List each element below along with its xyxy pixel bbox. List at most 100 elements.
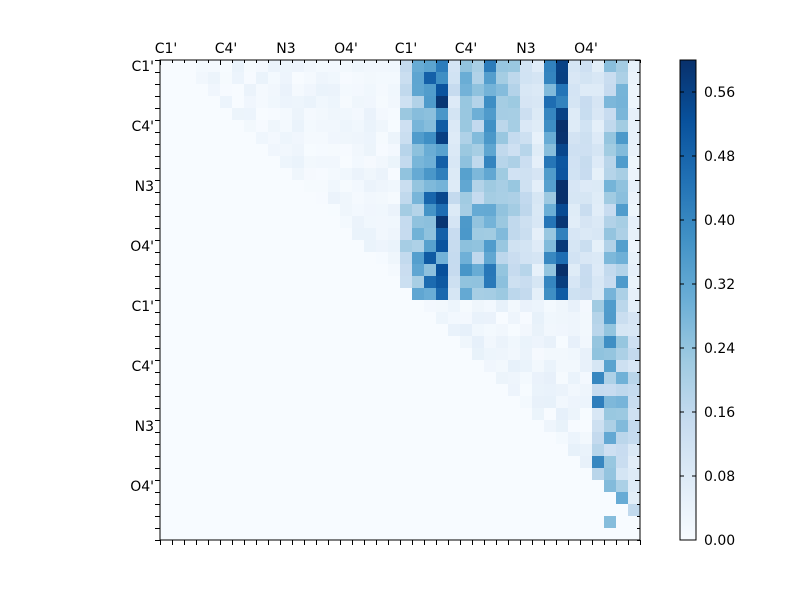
heatmap-cell <box>196 312 209 325</box>
heatmap-cell <box>244 384 257 397</box>
heatmap-cell <box>556 408 569 421</box>
heatmap-cell <box>280 96 293 109</box>
heatmap-cell <box>628 288 641 301</box>
heatmap-cell <box>160 84 173 97</box>
heatmap-cell <box>520 168 533 181</box>
heatmap-cell <box>292 108 305 121</box>
heatmap-cell <box>436 120 449 133</box>
heatmap-cell <box>280 204 293 217</box>
heatmap-cell <box>496 180 509 193</box>
heatmap-cell <box>580 396 593 409</box>
heatmap-cell <box>220 348 233 361</box>
heatmap-cell <box>316 456 329 469</box>
heatmap-cell <box>484 180 497 193</box>
heatmap-cell <box>544 456 557 469</box>
heatmap-cell <box>340 420 353 433</box>
heatmap-cell <box>232 444 245 457</box>
heatmap-cell <box>376 312 389 325</box>
heatmap-cell <box>556 432 569 445</box>
heatmap-cell <box>388 504 401 517</box>
heatmap-cell <box>628 348 641 361</box>
heatmap-cell <box>280 60 293 73</box>
heatmap-cell <box>532 216 545 229</box>
heatmap-cell <box>244 60 257 73</box>
heatmap-cell <box>496 480 509 493</box>
heatmap-cell <box>592 60 605 73</box>
heatmap-cell <box>160 504 173 517</box>
heatmap-cell <box>616 144 629 157</box>
heatmap-cell <box>556 72 569 85</box>
heatmap-cell <box>424 96 437 109</box>
heatmap-cell <box>340 396 353 409</box>
heatmap-cell <box>376 192 389 205</box>
heatmap-cell <box>412 468 425 481</box>
heatmap-cell <box>196 372 209 385</box>
heatmap-cell <box>568 168 581 181</box>
heatmap-cell <box>160 444 173 457</box>
heatmap-cell <box>448 348 461 361</box>
heatmap-cell <box>532 504 545 517</box>
heatmap-cell <box>160 432 173 445</box>
heatmap-cell <box>580 132 593 145</box>
heatmap-cell <box>616 300 629 313</box>
heatmap-cell <box>496 336 509 349</box>
heatmap-cell <box>316 372 329 385</box>
heatmap-cell <box>340 60 353 73</box>
heatmap-cell <box>436 168 449 181</box>
heatmap-cell <box>484 336 497 349</box>
heatmap-cell <box>268 84 281 97</box>
heatmap-cell <box>532 276 545 289</box>
heatmap-cell <box>328 468 341 481</box>
heatmap-cell <box>520 408 533 421</box>
heatmap-cell <box>496 444 509 457</box>
heatmap-cell <box>196 432 209 445</box>
heatmap-cell <box>532 348 545 361</box>
heatmap-cell <box>196 84 209 97</box>
heatmap-cell <box>436 252 449 265</box>
heatmap-cell <box>208 96 221 109</box>
heatmap-cell <box>628 468 641 481</box>
heatmap-cell <box>304 156 317 169</box>
heatmap-cell <box>244 396 257 409</box>
heatmap-cell <box>460 72 473 85</box>
heatmap-cell <box>364 432 377 445</box>
heatmap-cell <box>448 420 461 433</box>
heatmap-cell <box>400 372 413 385</box>
heatmap-cell <box>544 312 557 325</box>
heatmap-cell <box>604 252 617 265</box>
heatmap-cell <box>412 420 425 433</box>
heatmap-cell <box>184 432 197 445</box>
heatmap-cell <box>184 72 197 85</box>
heatmap-cell <box>184 252 197 265</box>
heatmap-cell <box>580 360 593 373</box>
heatmap-cell <box>220 264 233 277</box>
heatmap-cell <box>172 192 185 205</box>
heatmap-cell <box>580 252 593 265</box>
heatmap-cell <box>448 336 461 349</box>
heatmap-cell <box>292 96 305 109</box>
heatmap-cell <box>472 480 485 493</box>
heatmap-cell <box>400 324 413 337</box>
heatmap-cell <box>604 396 617 409</box>
heatmap-cell <box>616 444 629 457</box>
heatmap-cell <box>520 396 533 409</box>
heatmap-cell <box>160 384 173 397</box>
heatmap-cell <box>508 96 521 109</box>
heatmap-cell <box>184 420 197 433</box>
heatmap-cell <box>172 456 185 469</box>
heatmap-cell <box>556 120 569 133</box>
heatmap-cell <box>424 348 437 361</box>
heatmap-cell <box>484 60 497 73</box>
heatmap-cell <box>232 288 245 301</box>
heatmap-cell <box>376 84 389 97</box>
heatmap-cell <box>364 228 377 241</box>
heatmap-cell <box>196 216 209 229</box>
heatmap-cell <box>184 288 197 301</box>
heatmap-cell <box>520 444 533 457</box>
heatmap-cell <box>376 300 389 313</box>
heatmap-cell <box>292 84 305 97</box>
heatmap-cell <box>628 168 641 181</box>
heatmap-cell <box>328 288 341 301</box>
heatmap-cell <box>172 324 185 337</box>
heatmap-cell <box>388 432 401 445</box>
